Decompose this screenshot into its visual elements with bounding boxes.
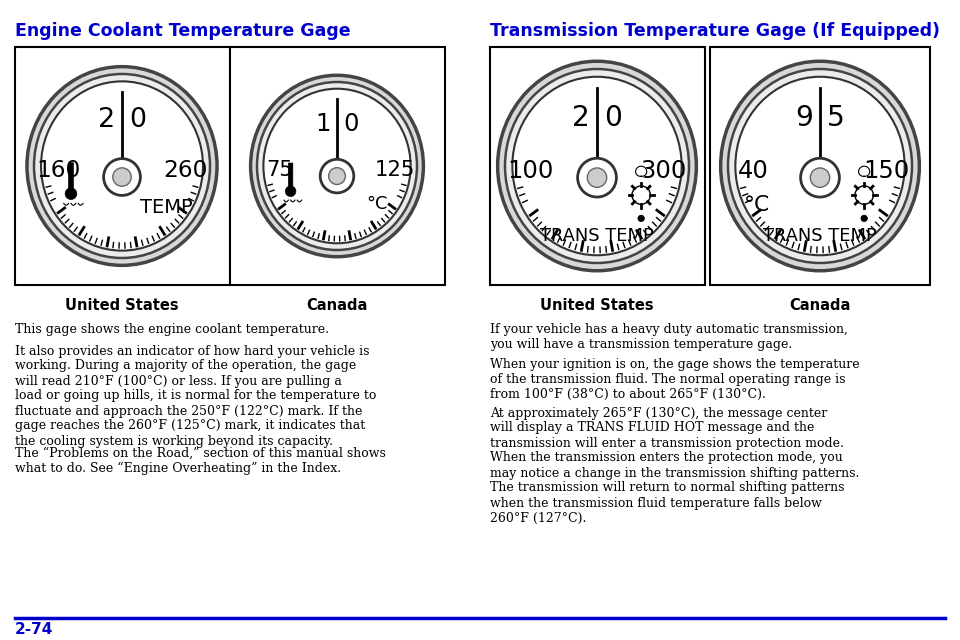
- Circle shape: [328, 168, 346, 184]
- Text: When your ignition is on, the gage shows the temperature
of the transmission flu: When your ignition is on, the gage shows…: [490, 358, 859, 401]
- Circle shape: [578, 158, 616, 197]
- Text: 9: 9: [795, 104, 812, 131]
- Text: 0: 0: [605, 104, 622, 131]
- Polygon shape: [858, 166, 870, 176]
- Ellipse shape: [513, 77, 682, 255]
- Ellipse shape: [263, 89, 411, 243]
- Circle shape: [861, 215, 868, 221]
- Text: It also provides an indicator of how hard your vehicle is
working. During a majo: It also provides an indicator of how har…: [15, 344, 376, 447]
- Text: TRANS TEMP: TRANS TEMP: [763, 227, 876, 245]
- Text: °C: °C: [367, 195, 388, 212]
- Text: 0: 0: [129, 107, 146, 133]
- Circle shape: [801, 158, 839, 197]
- Circle shape: [104, 159, 140, 195]
- FancyBboxPatch shape: [68, 163, 73, 189]
- Ellipse shape: [257, 82, 417, 250]
- Text: Engine Coolant Temperature Gage: Engine Coolant Temperature Gage: [15, 22, 350, 40]
- Text: TRANS TEMP: TRANS TEMP: [540, 227, 654, 245]
- Circle shape: [65, 188, 77, 200]
- Circle shape: [810, 168, 829, 188]
- Text: TEMP: TEMP: [140, 198, 192, 217]
- Text: 2: 2: [572, 104, 589, 131]
- Ellipse shape: [27, 67, 217, 266]
- Text: 40: 40: [738, 159, 769, 183]
- Text: 300: 300: [640, 159, 686, 183]
- Text: 2-74: 2-74: [15, 622, 54, 637]
- Text: 100: 100: [508, 159, 554, 183]
- Ellipse shape: [721, 61, 920, 271]
- Circle shape: [588, 168, 607, 188]
- Text: 260: 260: [163, 159, 207, 182]
- Text: At approximately 265°F (130°C), the message center
will display a TRANS FLUID HO: At approximately 265°F (130°C), the mess…: [490, 406, 859, 525]
- Ellipse shape: [41, 81, 203, 251]
- Text: 1: 1: [315, 112, 330, 136]
- Circle shape: [113, 168, 132, 186]
- Text: The “Problems on the Road,” section of this manual shows
what to do. See “Engine: The “Problems on the Road,” section of t…: [15, 447, 386, 476]
- Polygon shape: [636, 166, 647, 176]
- Bar: [230, 47, 445, 285]
- Text: Canada: Canada: [789, 298, 851, 313]
- Bar: [710, 47, 930, 285]
- Ellipse shape: [728, 69, 912, 263]
- Ellipse shape: [251, 76, 423, 257]
- Text: Transmission Temperature Gage (If Equipped): Transmission Temperature Gage (If Equipp…: [490, 22, 940, 40]
- Circle shape: [638, 215, 644, 221]
- Text: 0: 0: [344, 112, 359, 136]
- Circle shape: [285, 186, 296, 196]
- Text: 125: 125: [374, 160, 415, 180]
- Text: If your vehicle has a heavy duty automatic transmission,
you will have a transmi: If your vehicle has a heavy duty automat…: [490, 323, 848, 351]
- FancyBboxPatch shape: [288, 163, 293, 187]
- Text: United States: United States: [65, 298, 179, 313]
- Ellipse shape: [497, 61, 696, 271]
- Ellipse shape: [505, 69, 689, 263]
- Circle shape: [321, 159, 354, 193]
- Bar: [490, 47, 705, 285]
- Text: This gage shows the engine coolant temperature.: This gage shows the engine coolant tempe…: [15, 323, 329, 336]
- Text: 5: 5: [828, 104, 845, 131]
- Ellipse shape: [735, 77, 904, 255]
- Ellipse shape: [34, 74, 210, 258]
- Bar: [15, 47, 230, 285]
- Text: 75: 75: [266, 160, 293, 180]
- Text: °C: °C: [744, 195, 771, 215]
- Text: 2: 2: [98, 107, 115, 133]
- Text: Canada: Canada: [306, 298, 368, 313]
- Text: 150: 150: [863, 159, 909, 183]
- Text: 160: 160: [36, 159, 81, 182]
- Text: United States: United States: [540, 298, 654, 313]
- Circle shape: [632, 186, 650, 204]
- Circle shape: [855, 186, 874, 204]
